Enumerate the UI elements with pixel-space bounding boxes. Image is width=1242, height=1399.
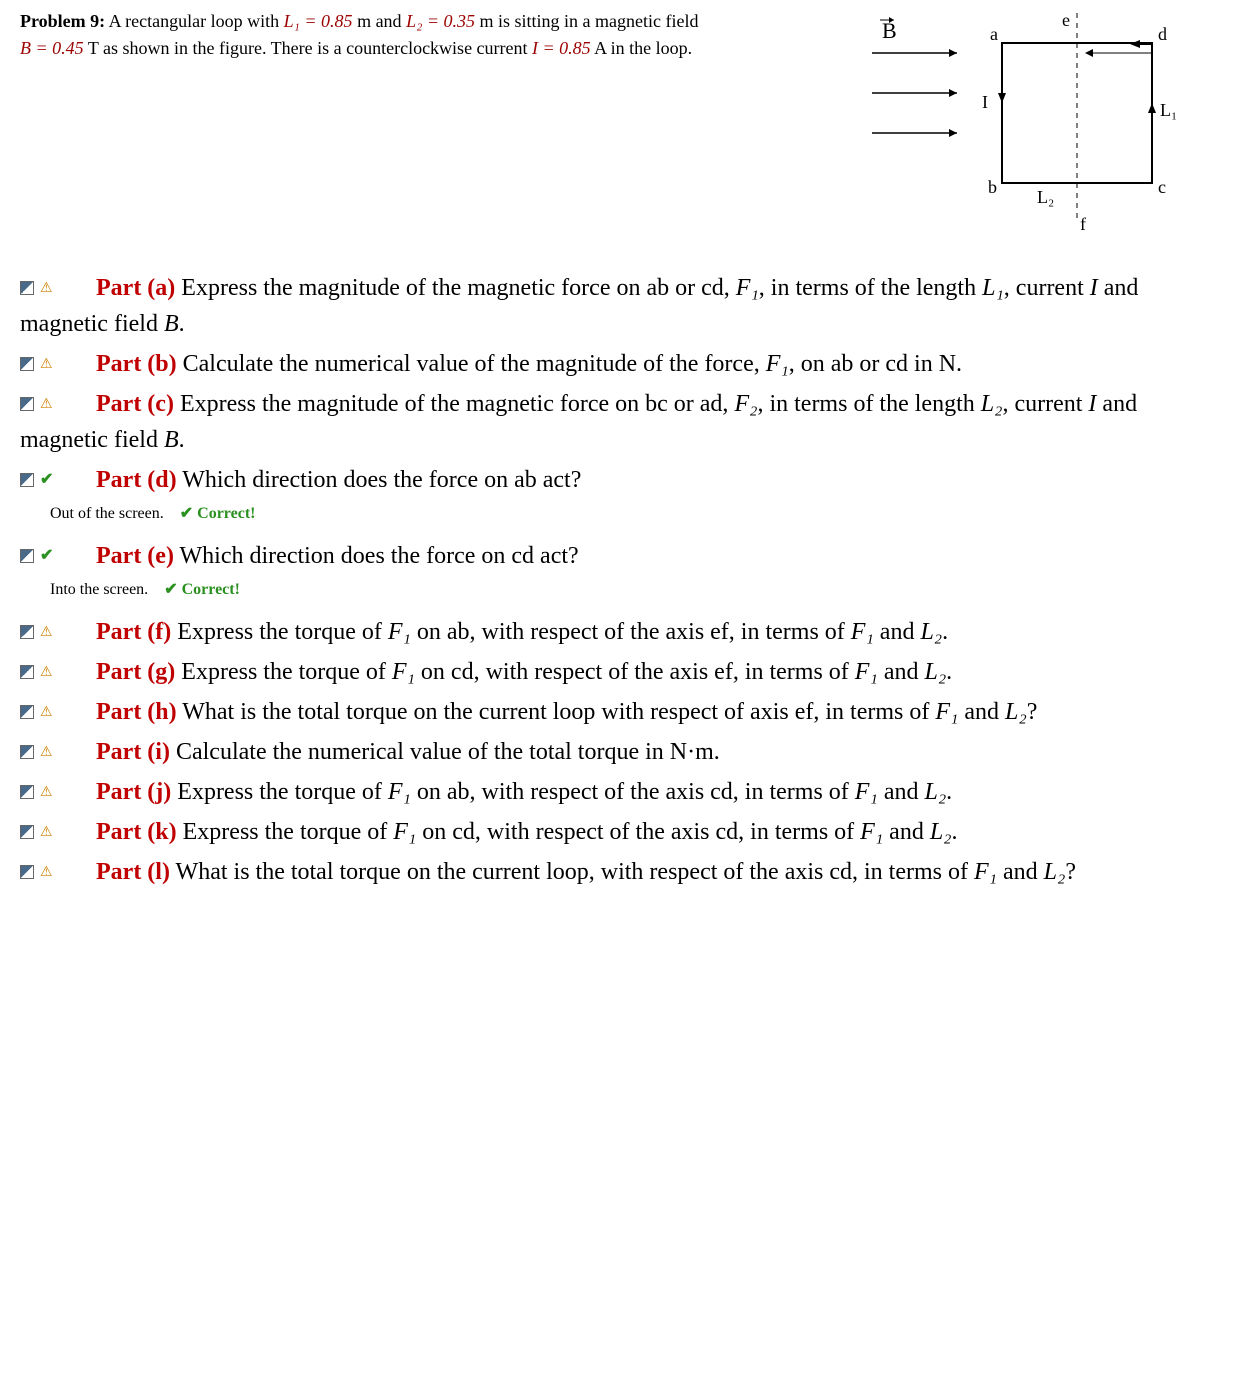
status-icon[interactable] xyxy=(20,625,34,639)
part-i-label: Part (i) xyxy=(96,739,170,765)
label-f: f xyxy=(1080,214,1086,234)
warning-icon: ⚠ xyxy=(40,662,53,683)
b-value: B = 0.45 xyxy=(20,38,84,58)
part-j-text: Express the torque of F₁ on ab, with res… xyxy=(177,779,952,805)
answer-text: Into the screen. xyxy=(50,581,148,598)
warning-icon: ⚠ xyxy=(40,822,53,843)
label-c: c xyxy=(1158,177,1166,197)
part-c-text: Express the magnitude of the magnetic fo… xyxy=(20,391,1137,453)
status-icon[interactable] xyxy=(20,865,34,879)
status-icon[interactable] xyxy=(20,785,34,799)
part-g: ⚠ Part (g) Express the torque of F₁ on c… xyxy=(20,654,1222,690)
part-l: ⚠ Part (l) What is the total torque on t… xyxy=(20,854,1222,890)
status-icon[interactable] xyxy=(20,397,34,411)
part-g-text: Express the torque of F₁ on cd, with res… xyxy=(181,659,952,685)
part-c: ⚠ Part (c) Express the magnitude of the … xyxy=(20,386,1222,458)
label-a: a xyxy=(990,24,998,44)
warning-icon: ⚠ xyxy=(40,394,53,415)
part-l-text: What is the total torque on the current … xyxy=(176,859,1076,885)
part-d-text: Which direction does the force on ab act… xyxy=(182,467,581,493)
warning-icon: ⚠ xyxy=(40,862,53,883)
label-b: b xyxy=(988,177,997,197)
part-e-answer: Into the screen. ✔ Correct! xyxy=(20,578,1222,602)
status-icon[interactable] xyxy=(20,825,34,839)
part-b-label: Part (b) xyxy=(96,351,177,377)
warning-icon: ⚠ xyxy=(40,742,53,763)
label-e: e xyxy=(1062,10,1070,30)
status-icon[interactable] xyxy=(20,281,34,295)
problem-text-4: T as shown in the figure. There is a cou… xyxy=(84,38,532,58)
label-d: d xyxy=(1158,24,1167,44)
part-d-answer: Out of the screen. ✔ Correct! xyxy=(20,502,1222,526)
status-icon[interactable] xyxy=(20,473,34,487)
warning-icon: ⚠ xyxy=(40,702,53,723)
part-d: ✔ Part (d) Which direction does the forc… xyxy=(20,462,1222,498)
status-icon[interactable] xyxy=(20,745,34,759)
problem-header: Problem 9: A rectangular loop with L₁ = … xyxy=(0,0,1242,260)
part-f: ⚠ Part (f) Express the torque of F₁ on a… xyxy=(20,614,1222,650)
part-i-text: Calculate the numerical value of the tot… xyxy=(176,739,720,765)
status-icon[interactable] xyxy=(20,357,34,371)
part-a-text: Express the magnitude of the magnetic fo… xyxy=(20,275,1138,337)
answer-text: Out of the screen. xyxy=(50,505,164,522)
part-a-label: Part (a) xyxy=(96,275,175,301)
check-icon: ✔ xyxy=(40,544,53,568)
part-j-label: Part (j) xyxy=(96,779,171,805)
status-icon[interactable] xyxy=(20,705,34,719)
label-L2: L₂ xyxy=(1037,187,1054,207)
part-h-label: Part (h) xyxy=(96,699,177,725)
check-icon: ✔ xyxy=(40,468,53,492)
part-k-label: Part (k) xyxy=(96,819,177,845)
correct-label: ✔ Correct! xyxy=(164,581,240,598)
status-icon[interactable] xyxy=(20,665,34,679)
part-b: ⚠ Part (b) Calculate the numerical value… xyxy=(20,346,1222,382)
part-k: ⚠ Part (k) Express the torque of F₁ on c… xyxy=(20,814,1222,850)
figure-diagram: B a d b c e f I L₁ L₂ xyxy=(862,8,1202,238)
part-c-label: Part (c) xyxy=(96,391,174,417)
l1-value: L₁ = 0.85 xyxy=(284,11,353,31)
part-h-text: What is the total torque on the current … xyxy=(182,699,1037,725)
problem-title: Problem 9: xyxy=(20,11,105,31)
part-f-label: Part (f) xyxy=(96,619,171,645)
warning-icon: ⚠ xyxy=(40,622,53,643)
l2-value: L₂ = 0.35 xyxy=(406,11,475,31)
part-e-label: Part (e) xyxy=(96,543,174,569)
part-j: ⚠ Part (j) Express the torque of F₁ on a… xyxy=(20,774,1222,810)
warning-icon: ⚠ xyxy=(40,354,53,375)
part-l-label: Part (l) xyxy=(96,859,170,885)
part-a: ⚠ Part (a) Express the magnitude of the … xyxy=(20,270,1222,342)
part-i: ⚠ Part (i) Calculate the numerical value… xyxy=(20,734,1222,770)
i-value: I = 0.85 xyxy=(532,38,591,58)
problem-text-5: A in the loop. xyxy=(591,38,693,58)
parts-list: ⚠ Part (a) Express the magnitude of the … xyxy=(0,260,1242,904)
warning-icon: ⚠ xyxy=(40,782,53,803)
part-d-label: Part (d) xyxy=(96,467,177,493)
warning-icon: ⚠ xyxy=(40,278,53,299)
part-e-text: Which direction does the force on cd act… xyxy=(180,543,579,569)
part-k-text: Express the torque of F₁ on cd, with res… xyxy=(183,819,958,845)
label-I: I xyxy=(982,92,988,112)
label-L1: L₁ xyxy=(1160,100,1177,120)
part-g-label: Part (g) xyxy=(96,659,175,685)
part-b-text: Calculate the numerical value of the mag… xyxy=(183,351,962,377)
part-h: ⚠ Part (h) What is the total torque on t… xyxy=(20,694,1222,730)
correct-label: ✔ Correct! xyxy=(180,505,256,522)
problem-text-2: m and xyxy=(353,11,407,31)
part-e: ✔ Part (e) Which direction does the forc… xyxy=(20,538,1222,574)
part-f-text: Express the torque of F₁ on ab, with res… xyxy=(177,619,948,645)
problem-text-1: A rectangular loop with xyxy=(109,11,284,31)
problem-text-3: m is sitting in a magnetic field xyxy=(475,11,698,31)
status-icon[interactable] xyxy=(20,549,34,563)
